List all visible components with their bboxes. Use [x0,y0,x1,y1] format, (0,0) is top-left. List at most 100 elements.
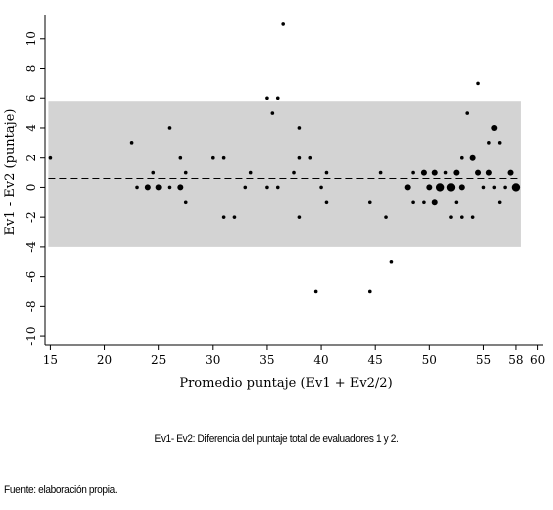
x-tick-label: 58 [508,353,523,367]
x-tick-label: 20 [97,353,112,367]
x-axis-label: Promedio puntaje (Ev1 + Ev2/2) [179,376,392,391]
x-tick-label: 60 [530,353,545,367]
data-point [426,184,433,191]
data-point [492,185,497,190]
data-point [183,200,188,205]
data-point [443,170,448,175]
data-point [389,259,394,264]
y-tick-label: -4 [24,241,38,253]
x-tick-label: 35 [259,353,274,367]
data-point [404,184,411,191]
data-point [460,155,464,160]
x-tick-label: 40 [313,353,328,367]
data-point [431,199,438,206]
data-point [151,170,156,175]
data-point [167,185,172,190]
data-point [167,126,172,130]
data-point [135,185,139,190]
x-tick-label: 45 [368,353,383,367]
y-tick-label: -2 [24,211,38,223]
data-point [454,200,459,205]
data-point [470,215,475,219]
data-point [221,215,226,219]
data-point [453,169,460,176]
data-point [265,96,269,101]
data-point [511,183,521,192]
data-point [497,141,502,145]
data-point [435,183,445,192]
data-point [481,185,486,190]
data-point [292,170,296,175]
data-point [431,169,438,176]
data-point [297,215,302,219]
data-point [144,184,151,191]
data-point [422,200,426,205]
agreement-band [48,101,521,247]
data-point [476,81,480,86]
x-tick-label: 50 [422,353,437,367]
y-tick-label: 10 [24,31,38,46]
data-point [211,155,215,160]
data-point [275,96,280,101]
data-point [487,141,491,145]
data-point [449,215,453,219]
y-tick-label: -10 [24,326,38,345]
data-point [232,215,237,219]
data-point [129,141,134,145]
data-point [465,111,470,115]
data-point [497,200,502,205]
data-point [48,155,53,160]
data-point [183,170,188,175]
x-tick-label: 15 [43,353,58,367]
data-point [243,185,248,190]
data-point [297,155,302,160]
data-point [460,215,464,219]
y-tick-label: 4 [24,124,38,132]
bland-altman-plot: 15 20 25 30 35 40 45 50 55 58 60 -10 -8 -6 -4 -2 0 2 4 6 8 1… [3,15,545,391]
data-point [221,155,226,160]
data-point [384,215,388,219]
data-point [446,183,456,192]
y-tick-label: 8 [24,65,38,73]
data-point [281,22,285,26]
data-point [324,200,329,205]
data-point [270,111,275,115]
data-point [367,200,372,205]
data-point [469,154,476,161]
x-tick-label: 25 [151,353,166,367]
data-point [507,169,514,176]
data-point [503,185,507,190]
data-point [485,169,492,176]
x-tick-label: 30 [205,353,220,367]
data-point [411,170,415,175]
data-point [378,170,383,175]
data-point [367,289,372,294]
data-points [48,22,521,294]
data-point [265,185,269,190]
x-tick-label: 55 [476,353,491,367]
data-point [155,184,162,191]
data-point [248,170,253,175]
y-tick-label: -8 [24,300,38,312]
data-point [313,289,318,294]
y-tick-label: 2 [24,154,38,162]
data-point [319,185,323,190]
data-point [177,184,184,191]
data-point [491,124,498,131]
data-point [411,200,415,205]
x-axis: 15 20 25 30 35 40 45 50 55 58 60 [43,344,545,367]
y-axis: -10 -8 -6 -4 -2 0 2 4 6 8 10 [24,15,46,346]
y-axis-label: Ev1 - Ev2 (puntaje) [3,109,18,236]
data-point [475,169,482,176]
y-tick-label: -6 [24,271,38,283]
source-note: Fuente: elaboración propia. [4,484,118,496]
y-tick-label: 6 [24,94,38,102]
data-point [324,170,329,175]
data-point [275,185,280,190]
data-point [308,155,313,160]
data-point [178,155,183,160]
figure-caption: Ev1- Ev2: Diferencia del puntaje total d… [154,433,399,445]
data-point [458,184,465,191]
data-point [420,169,427,176]
data-point [297,126,302,130]
